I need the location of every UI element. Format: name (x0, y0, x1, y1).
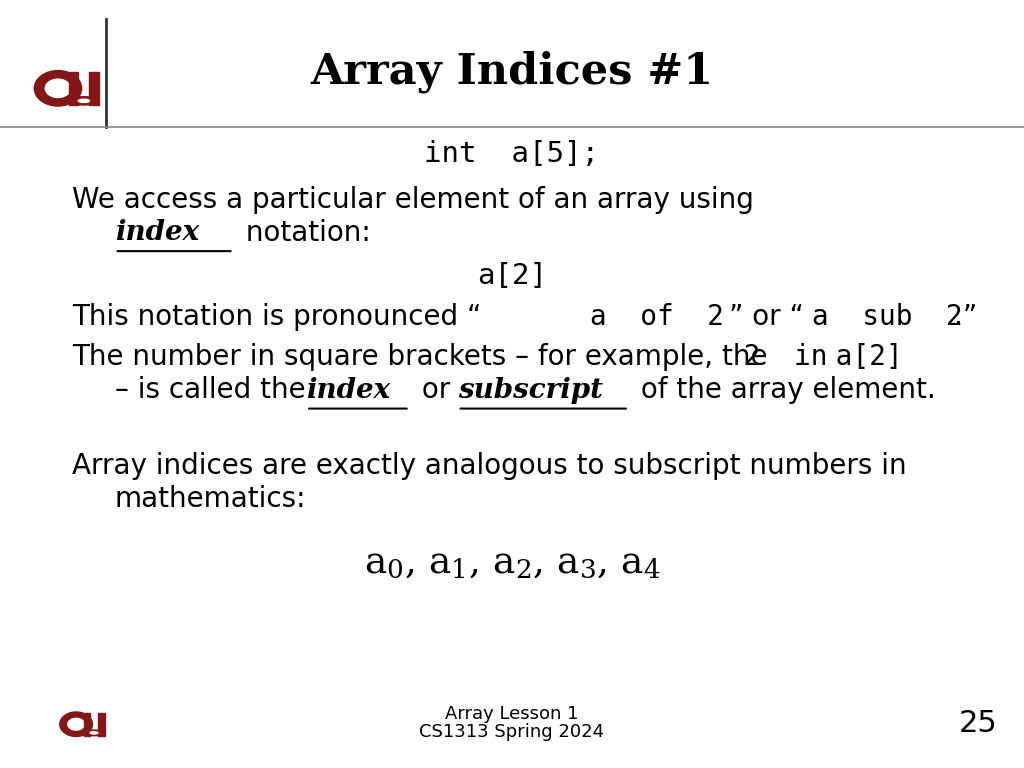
Text: index: index (115, 219, 199, 247)
Text: – is called the: – is called the (115, 376, 314, 404)
Text: a  sub  2: a sub 2 (812, 303, 963, 331)
Text: int  a[5];: int a[5]; (425, 140, 599, 167)
Text: We access a particular element of an array using: We access a particular element of an arr… (72, 186, 754, 214)
Text: a[2]: a[2] (819, 343, 903, 371)
Text: The number in square brackets – for example, the: The number in square brackets – for exam… (72, 343, 767, 371)
Ellipse shape (78, 99, 89, 102)
Text: a[2]: a[2] (477, 263, 547, 290)
Text: Array Lesson 1: Array Lesson 1 (445, 705, 579, 723)
Text: 2  in: 2 in (727, 343, 827, 371)
Text: index: index (306, 376, 390, 404)
Text: 25: 25 (958, 709, 997, 738)
Text: Array Indices #1: Array Indices #1 (310, 51, 714, 94)
Text: $\mathregular{a_0}$, $\mathregular{a_1}$, $\mathregular{a_2}$, $\mathregular{a_3: $\mathregular{a_0}$, $\mathregular{a_1}$… (364, 545, 660, 580)
Text: or: or (413, 376, 459, 404)
Bar (98, 713, 104, 736)
Bar (84, 713, 90, 736)
Ellipse shape (90, 732, 98, 734)
Text: Array indices are exactly analogous to subscript numbers in: Array indices are exactly analogous to s… (72, 452, 906, 480)
Bar (69, 72, 78, 104)
Text: CS1313 Spring 2024: CS1313 Spring 2024 (420, 723, 604, 741)
Text: subscript: subscript (458, 376, 603, 404)
Ellipse shape (84, 730, 104, 736)
Text: notation:: notation: (237, 219, 371, 247)
Text: .”: .” (954, 303, 978, 331)
Text: mathematics:: mathematics: (115, 485, 306, 513)
Ellipse shape (69, 97, 99, 105)
Text: a  of  2: a of 2 (590, 303, 724, 331)
Bar (89, 72, 99, 104)
Text: This notation is pronounced “: This notation is pronounced “ (72, 303, 481, 331)
Text: of the array element.: of the array element. (632, 376, 936, 404)
Text: ” or “: ” or “ (729, 303, 804, 331)
